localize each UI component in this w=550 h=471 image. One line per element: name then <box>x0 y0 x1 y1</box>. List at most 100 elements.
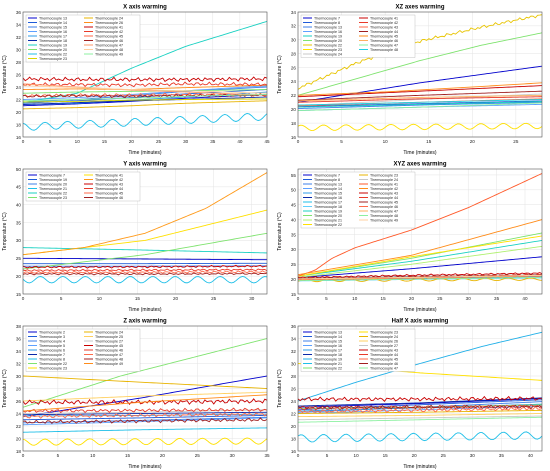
series-line <box>23 232 267 270</box>
legend-label: Thermocouple 6 <box>39 348 65 352</box>
legend-label: Thermocouple 7 <box>39 353 65 357</box>
x-tick-label: 20 <box>173 296 179 301</box>
legend-label: Thermocouple 18 <box>314 205 342 209</box>
legend-label: Thermocouple 47 <box>370 43 398 47</box>
series-line <box>298 272 542 279</box>
legend-label: Thermocouple 21 <box>39 187 67 191</box>
series-line <box>23 113 267 131</box>
legend-label: Thermocouple 42 <box>370 187 398 191</box>
legend-label: Thermocouple 18 <box>39 39 67 43</box>
y-tick-label: 55 <box>291 173 297 178</box>
series-line <box>298 232 542 277</box>
y-tick-label: 36 <box>16 10 22 15</box>
chart-title: XZ axes warming <box>395 5 444 11</box>
legend-label: Thermocouple 20 <box>39 48 67 52</box>
series-line <box>23 417 267 424</box>
legend-label: Thermocouple 15 <box>314 339 342 343</box>
legend-label: Thermocouple 45 <box>95 34 123 38</box>
series-line <box>298 395 542 402</box>
x-tick-label: 15 <box>125 453 131 458</box>
x-tick-label: 30 <box>230 453 236 458</box>
series-line <box>298 256 542 279</box>
y-tick-label: 18 <box>16 449 22 454</box>
series-group <box>298 173 542 283</box>
y-tick-label: 18 <box>291 121 297 126</box>
legend-label: Thermocouple 23 <box>39 366 67 370</box>
chart-title: Y axis warming <box>123 162 167 168</box>
x-tick-label: 30 <box>183 139 189 144</box>
x-tick-label: 20 <box>409 296 415 301</box>
x-tick-label: 10 <box>90 453 96 458</box>
legend-label: Thermocouple 25 <box>95 335 123 339</box>
y-tick-label: 25 <box>291 262 297 267</box>
legend-label: Thermocouple 16 <box>314 196 342 200</box>
x-tick-label: 5 <box>326 453 329 458</box>
legend-label: Thermocouple 46 <box>370 39 398 43</box>
legend-label: Thermocouple 45 <box>370 357 398 361</box>
series-line <box>298 404 542 410</box>
series-line <box>298 99 542 106</box>
y-tick-label: 34 <box>291 336 297 341</box>
x-tick-label: 25 <box>441 453 447 458</box>
legend-label: Thermocouple 14 <box>39 21 67 25</box>
legend-label: Thermocouple 43 <box>370 191 398 195</box>
x-tick-label: 5 <box>325 296 328 301</box>
legend-label: Thermocouple 46 <box>370 205 398 209</box>
series-line <box>298 173 542 277</box>
x-axis-label: Time (minutes) <box>403 464 436 470</box>
series-line <box>23 407 267 414</box>
x-tick-label: 45 <box>264 139 270 144</box>
series-line <box>23 391 267 402</box>
chart-svg: Z axis warming 18 20 22 24 26 28 30 32 34 36 38 0 5 10… <box>2 319 270 471</box>
y-axis-label: Temperature (°C) <box>2 55 8 94</box>
y-tick-label: 28 <box>16 60 22 65</box>
y-tick-label: 20 <box>291 424 297 429</box>
legend-label: Thermocouple 22 <box>39 191 67 195</box>
y-tick-label: 30 <box>291 247 297 252</box>
legend-label: Thermocouple 7 <box>314 16 340 20</box>
series-line <box>23 92 267 98</box>
legend-label: Thermocouple 26 <box>370 339 398 343</box>
legend-label: Thermocouple 49 <box>370 218 398 222</box>
x-tick-label: 25 <box>211 296 217 301</box>
chart-svg: Y axis warming 15 20 25 30 35 40 45 50 0 5 10 15 20 25… <box>2 162 268 313</box>
legend-label: Thermocouple 17 <box>39 34 67 38</box>
series-line <box>23 81 267 88</box>
legend-label: Thermocouple 42 <box>95 178 123 182</box>
y-tick-label: 24 <box>16 411 22 416</box>
legend-label: Thermocouple 46 <box>95 348 123 352</box>
legend-label: Thermocouple 4 <box>39 339 65 343</box>
x-tick-label: 0 <box>22 296 25 301</box>
x-tick-label: 20 <box>412 453 418 458</box>
legend-label: Thermocouple 16 <box>314 344 342 348</box>
x-tick-label: 25 <box>156 139 162 144</box>
y-tick-label: 16 <box>16 135 22 140</box>
x-tick-label: 10 <box>352 296 358 301</box>
y-tick-label: 36 <box>16 336 22 341</box>
y-tick-label: 22 <box>16 424 22 429</box>
x-tick-label: 25 <box>437 296 443 301</box>
legend-label: Thermocouple 43 <box>370 25 398 29</box>
y-tick-label: 32 <box>291 24 297 29</box>
x-tick-label: 10 <box>97 296 103 301</box>
x-tick-label: 5 <box>57 453 60 458</box>
x-tick-label: 15 <box>135 296 141 301</box>
y-tick-label: 20 <box>16 110 22 115</box>
y-tick-label: 24 <box>291 399 297 404</box>
series-line <box>298 94 542 102</box>
series-line <box>23 375 267 389</box>
y-axis-label: Temperature (°C) <box>277 369 283 408</box>
series-line <box>298 406 542 414</box>
legend-box <box>25 171 141 202</box>
series-line <box>298 96 542 103</box>
series-line <box>23 85 267 94</box>
y-tick-label: 45 <box>291 203 297 208</box>
series-line <box>23 83 267 96</box>
y-tick-label: 38 <box>16 324 22 329</box>
y-axis-label: Temperature (°C) <box>2 369 8 408</box>
legend-box <box>25 328 141 372</box>
legend-label: Thermocouple 15 <box>314 191 342 195</box>
series-line <box>23 100 267 110</box>
series-line <box>23 264 267 269</box>
legend-label: Thermocouple 22 <box>39 362 67 366</box>
